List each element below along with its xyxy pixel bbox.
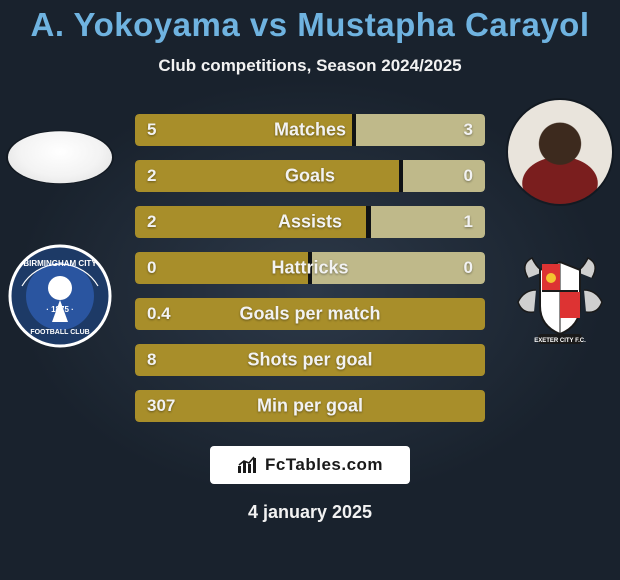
bar-gap [366,206,370,238]
page-title: A. Yokoyama vs Mustapha Carayol [30,6,589,44]
brand-text: FcTables.com [265,455,383,475]
stat-label: Goals per match [239,304,380,325]
stat-row: Goals 2 0 [135,160,485,192]
svg-text:FOOTBALL CLUB: FOOTBALL CLUB [30,329,89,336]
stat-label: Shots per goal [247,350,372,371]
title-player-left: A. Yokoyama [30,6,240,43]
title-vs: vs [250,6,288,43]
player-left-avatar [8,131,112,183]
player-right-avatar [508,100,612,204]
stat-row: Matches 5 3 [135,114,485,146]
stat-row: Min per goal 307 [135,390,485,422]
stat-value-left: 0 [147,258,156,278]
stats-block: Matches53Goals20Assists21Hattricks00Goal… [135,114,485,422]
bar-chart-icon [237,456,259,474]
stat-row: Shots per goal 8 [135,344,485,376]
stat-row: Goals per match 0.4 [135,298,485,330]
svg-text:EXETER CITY F.C.: EXETER CITY F.C. [534,338,586,344]
stat-value-right: 3 [464,120,473,140]
stat-value-left: 2 [147,166,156,186]
stat-label: Matches [274,120,346,141]
stat-value-left: 5 [147,120,156,140]
club-right-crest: EXETER CITY F.C. [508,234,612,354]
date-text: 4 january 2025 [248,502,372,523]
stat-value-left: 8 [147,350,156,370]
stat-value-right: 0 [464,166,473,186]
birmingham-crest-icon: BIRMINGHAM CITY FOOTBALL CLUB · 1875 · [8,234,112,354]
stat-row: Assists 2 1 [135,206,485,238]
stat-value-left: 307 [147,396,175,416]
subtitle: Club competitions, Season 2024/2025 [158,56,461,76]
stat-value-right: 0 [464,258,473,278]
club-left-crest: BIRMINGHAM CITY FOOTBALL CLUB · 1875 · [8,234,112,354]
exeter-crest-icon: EXETER CITY F.C. [508,234,612,354]
title-player-right: Mustapha Carayol [297,6,589,43]
bar-left [135,160,399,192]
stat-label: Hattricks [271,258,348,279]
svg-text:BIRMINGHAM CITY: BIRMINGHAM CITY [23,259,97,268]
stat-value-right: 1 [464,212,473,232]
stat-value-left: 0.4 [147,304,171,324]
stat-label: Assists [278,212,342,233]
stat-value-left: 2 [147,212,156,232]
svg-text:· 1875 ·: · 1875 · [46,305,74,314]
stat-row: Hattricks 0 0 [135,252,485,284]
brand-badge: FcTables.com [210,446,410,484]
stat-label: Goals [285,166,335,187]
stat-label: Min per goal [257,396,363,417]
